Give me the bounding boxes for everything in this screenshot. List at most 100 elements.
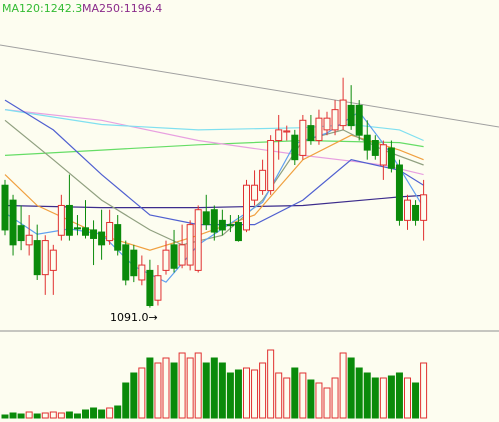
candle-body xyxy=(202,211,210,226)
volume-bar xyxy=(49,411,57,419)
volume-bar xyxy=(138,367,146,419)
volume-bar xyxy=(404,377,411,419)
candle-body xyxy=(243,184,250,231)
volume-bar xyxy=(9,412,17,419)
candle-body xyxy=(98,231,106,246)
volume-bar xyxy=(178,352,186,419)
volume-bar xyxy=(267,349,275,419)
volume-bar xyxy=(17,413,25,419)
volume-bar xyxy=(154,362,162,419)
volume-bar xyxy=(371,377,379,419)
candle-body xyxy=(33,240,41,276)
candle-body xyxy=(122,244,130,281)
candle-body xyxy=(387,147,395,169)
candle-body xyxy=(9,199,17,246)
candle-body xyxy=(267,140,275,192)
candle-body xyxy=(251,184,259,201)
candle-body xyxy=(162,249,170,271)
candle-body xyxy=(323,117,331,131)
candle-body xyxy=(412,204,420,221)
volume-bar xyxy=(339,352,347,419)
candle-body xyxy=(106,221,114,242)
volume-bar xyxy=(186,357,194,419)
candle-body xyxy=(82,227,89,236)
volume-bar xyxy=(395,372,403,419)
volume-bar xyxy=(218,362,226,419)
candle-body xyxy=(283,130,291,133)
ma-label: MA250:1196.4 xyxy=(82,2,162,15)
volume-bar xyxy=(114,405,122,419)
candle-body xyxy=(226,224,234,227)
candle-body xyxy=(17,225,25,242)
candle-body xyxy=(90,229,98,239)
volume-bar xyxy=(210,357,218,419)
candle-body xyxy=(186,224,194,266)
candle-body xyxy=(307,125,315,142)
candle-body xyxy=(210,209,218,233)
candle-body xyxy=(114,224,122,251)
volume-bar xyxy=(275,372,283,419)
candle-body xyxy=(347,104,355,127)
candle-body xyxy=(395,164,403,221)
candle-body xyxy=(363,134,371,151)
ma-line xyxy=(4,119,424,246)
volume-bar xyxy=(130,372,138,419)
candle-body xyxy=(371,140,379,156)
volume-bar xyxy=(73,413,81,419)
candle-body xyxy=(275,129,283,142)
volume-bar xyxy=(251,369,259,419)
candle-body xyxy=(178,244,186,266)
candle-body xyxy=(234,221,242,242)
candle-body xyxy=(331,109,339,131)
volume-panel xyxy=(1,349,428,419)
volume-bar xyxy=(33,413,41,419)
volume-bar xyxy=(202,362,210,419)
candle-body xyxy=(49,249,57,271)
candle-body xyxy=(404,199,411,221)
candle-body xyxy=(355,104,363,136)
volume-bar xyxy=(82,409,89,419)
volume-bar xyxy=(412,382,420,419)
volume-bar xyxy=(307,379,315,419)
volume-bar xyxy=(65,411,73,419)
volume-bar xyxy=(323,387,331,419)
volume-bar xyxy=(355,367,363,419)
volume-bar xyxy=(98,409,106,419)
volume-bar xyxy=(259,362,267,419)
candle-body xyxy=(138,264,146,281)
candle-body xyxy=(315,117,323,142)
candle-body xyxy=(420,194,428,221)
volume-bar xyxy=(283,377,291,419)
candle-body xyxy=(299,119,307,156)
volume-bar xyxy=(146,357,154,419)
annotation: 1091.0→ xyxy=(110,311,158,324)
volume-bar xyxy=(90,407,98,419)
volume-bar xyxy=(363,372,371,419)
volume-bar xyxy=(122,382,130,419)
candle-body xyxy=(154,275,162,301)
candle-body xyxy=(57,204,65,236)
volume-bar xyxy=(243,367,250,419)
candle-body xyxy=(130,249,138,277)
volume-bar xyxy=(331,377,339,419)
candle-body xyxy=(41,240,49,276)
volume-bar xyxy=(226,372,234,419)
candle-body xyxy=(170,244,178,269)
candle-body xyxy=(25,234,33,246)
volume-bar xyxy=(41,412,49,419)
candle-body xyxy=(259,169,267,192)
volume-bar xyxy=(299,372,307,419)
volume-bar xyxy=(291,367,299,419)
trend-line xyxy=(0,44,499,128)
volume-bar xyxy=(315,382,323,419)
candle-body xyxy=(146,269,154,307)
candle-body xyxy=(73,227,81,230)
candle-body xyxy=(218,219,226,231)
ma-line xyxy=(4,110,425,283)
candle-body xyxy=(194,209,202,271)
volume-bar xyxy=(420,362,428,419)
volume-bar xyxy=(234,369,242,419)
volume-bar xyxy=(25,411,33,419)
